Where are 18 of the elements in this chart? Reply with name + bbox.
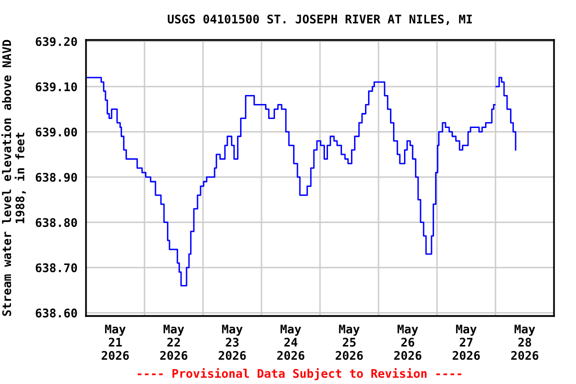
y-tick-label: 638.90: [36, 172, 77, 182]
text: ---- Provisional Data Subject to Revision ----: [138, 368, 462, 380]
x-tick-label: May 27 2026: [452, 324, 480, 360]
y-tick-label: 639.20: [36, 37, 77, 46]
x-tick-label: May 22 2026: [160, 324, 188, 360]
x-tick-label: May 28 2026: [511, 324, 538, 360]
x-tick-label: May 21 2026: [102, 324, 129, 360]
y-tick-label: 639.00: [36, 128, 77, 137]
y-tick-label: 638.60: [36, 308, 77, 318]
y-tick-label: 639.10: [36, 82, 77, 92]
x-tick-label: May 23 2026: [218, 324, 246, 360]
y-tick-label: 638.80: [36, 218, 77, 228]
y-tick-label: 638.70: [36, 263, 77, 272]
chart-title: USGS 04101500 ST. JOSEPH RIVER AT NILES, MI: [168, 14, 472, 25]
x-tick-label: May 24 2026: [277, 324, 304, 360]
y-axis-title: Stream water level elevation above NAVD 1988, in feet: [1, 40, 26, 316]
x-tick-label: May 26 2026: [394, 324, 422, 360]
x-tick-label: May 25 2026: [336, 324, 363, 360]
